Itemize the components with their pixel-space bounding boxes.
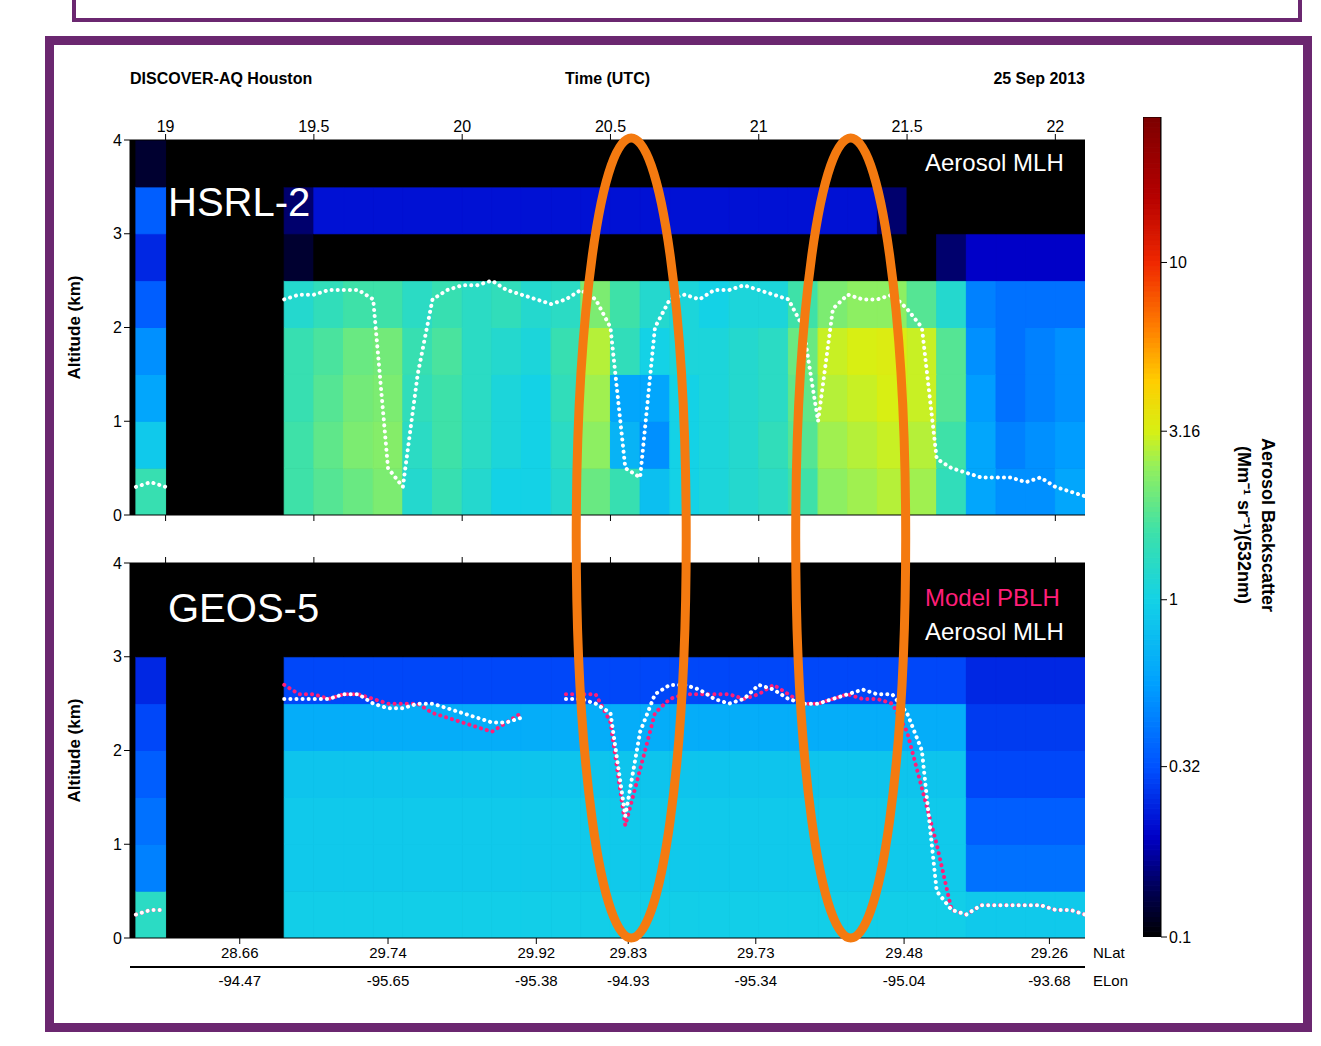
svg-text:1: 1 xyxy=(113,413,122,430)
html-text:Time (UTC): Time (UTC) xyxy=(565,70,650,87)
svg-text:20: 20 xyxy=(453,118,471,135)
svg-text:19.5: 19.5 xyxy=(298,118,329,135)
svg-text:4: 4 xyxy=(113,132,122,149)
html-text:Aerosol MLH: Aerosol MLH xyxy=(925,618,1064,645)
svg-text:4: 4 xyxy=(113,555,122,572)
svg-text:1: 1 xyxy=(1169,591,1178,608)
svg-text:-95.38: -95.38 xyxy=(515,972,558,989)
svg-text:29.26: 29.26 xyxy=(1031,944,1069,961)
svg-text:-95.65: -95.65 xyxy=(367,972,410,989)
svg-text:3: 3 xyxy=(113,648,122,665)
svg-text:2: 2 xyxy=(113,319,122,336)
html-text:25 Sep 2013: 25 Sep 2013 xyxy=(993,70,1085,87)
svg-text:-95.04: -95.04 xyxy=(883,972,926,989)
svg-text:-94.93: -94.93 xyxy=(607,972,650,989)
svg-text:22: 22 xyxy=(1046,118,1064,135)
html-text:ELon: ELon xyxy=(1093,972,1128,989)
svg-text:-93.68: -93.68 xyxy=(1028,972,1071,989)
svg-text:1: 1 xyxy=(113,836,122,853)
svg-text:3.16: 3.16 xyxy=(1169,423,1200,440)
svg-text:0.32: 0.32 xyxy=(1169,758,1200,775)
svg-text:Altitude (km): Altitude (km) xyxy=(65,276,84,380)
svg-text:29.73: 29.73 xyxy=(737,944,775,961)
svg-text:0.1: 0.1 xyxy=(1169,929,1191,945)
svg-text:Altitude (km): Altitude (km) xyxy=(65,699,84,803)
svg-text:3: 3 xyxy=(113,225,122,242)
svg-text:20.5: 20.5 xyxy=(595,118,626,135)
svg-text:29.48: 29.48 xyxy=(885,944,923,961)
svg-text:19: 19 xyxy=(157,118,175,135)
svg-text:0: 0 xyxy=(113,930,122,947)
html-text:Model PBLH: Model PBLH xyxy=(925,584,1060,611)
html-text:NLat: NLat xyxy=(1093,944,1125,961)
svg-text:28.66: 28.66 xyxy=(221,944,259,961)
svg-text:21: 21 xyxy=(750,118,768,135)
svg-text:29.92: 29.92 xyxy=(518,944,556,961)
svg-text:10: 10 xyxy=(1169,254,1187,271)
svg-text:21.5: 21.5 xyxy=(891,118,922,135)
html-text:HSRL-2: HSRL-2 xyxy=(168,180,311,224)
svg-text:-95.34: -95.34 xyxy=(735,972,778,989)
svg-text:29.83: 29.83 xyxy=(609,944,647,961)
svg-text:2: 2 xyxy=(113,742,122,759)
html-text:GEOS-5: GEOS-5 xyxy=(168,586,320,630)
svg-text:-94.47: -94.47 xyxy=(218,972,261,989)
svg-text:29.74: 29.74 xyxy=(369,944,407,961)
html-text:DISCOVER-AQ Houston: DISCOVER-AQ Houston xyxy=(130,70,313,87)
html-text:Aerosol MLH: Aerosol MLH xyxy=(925,149,1064,176)
svg-text:0: 0 xyxy=(113,507,122,524)
svg-text:Aerosol Backscatter(Mm⁻¹ sr⁻¹): Aerosol Backscatter(Mm⁻¹ sr⁻¹)(532nm) xyxy=(1234,438,1278,612)
